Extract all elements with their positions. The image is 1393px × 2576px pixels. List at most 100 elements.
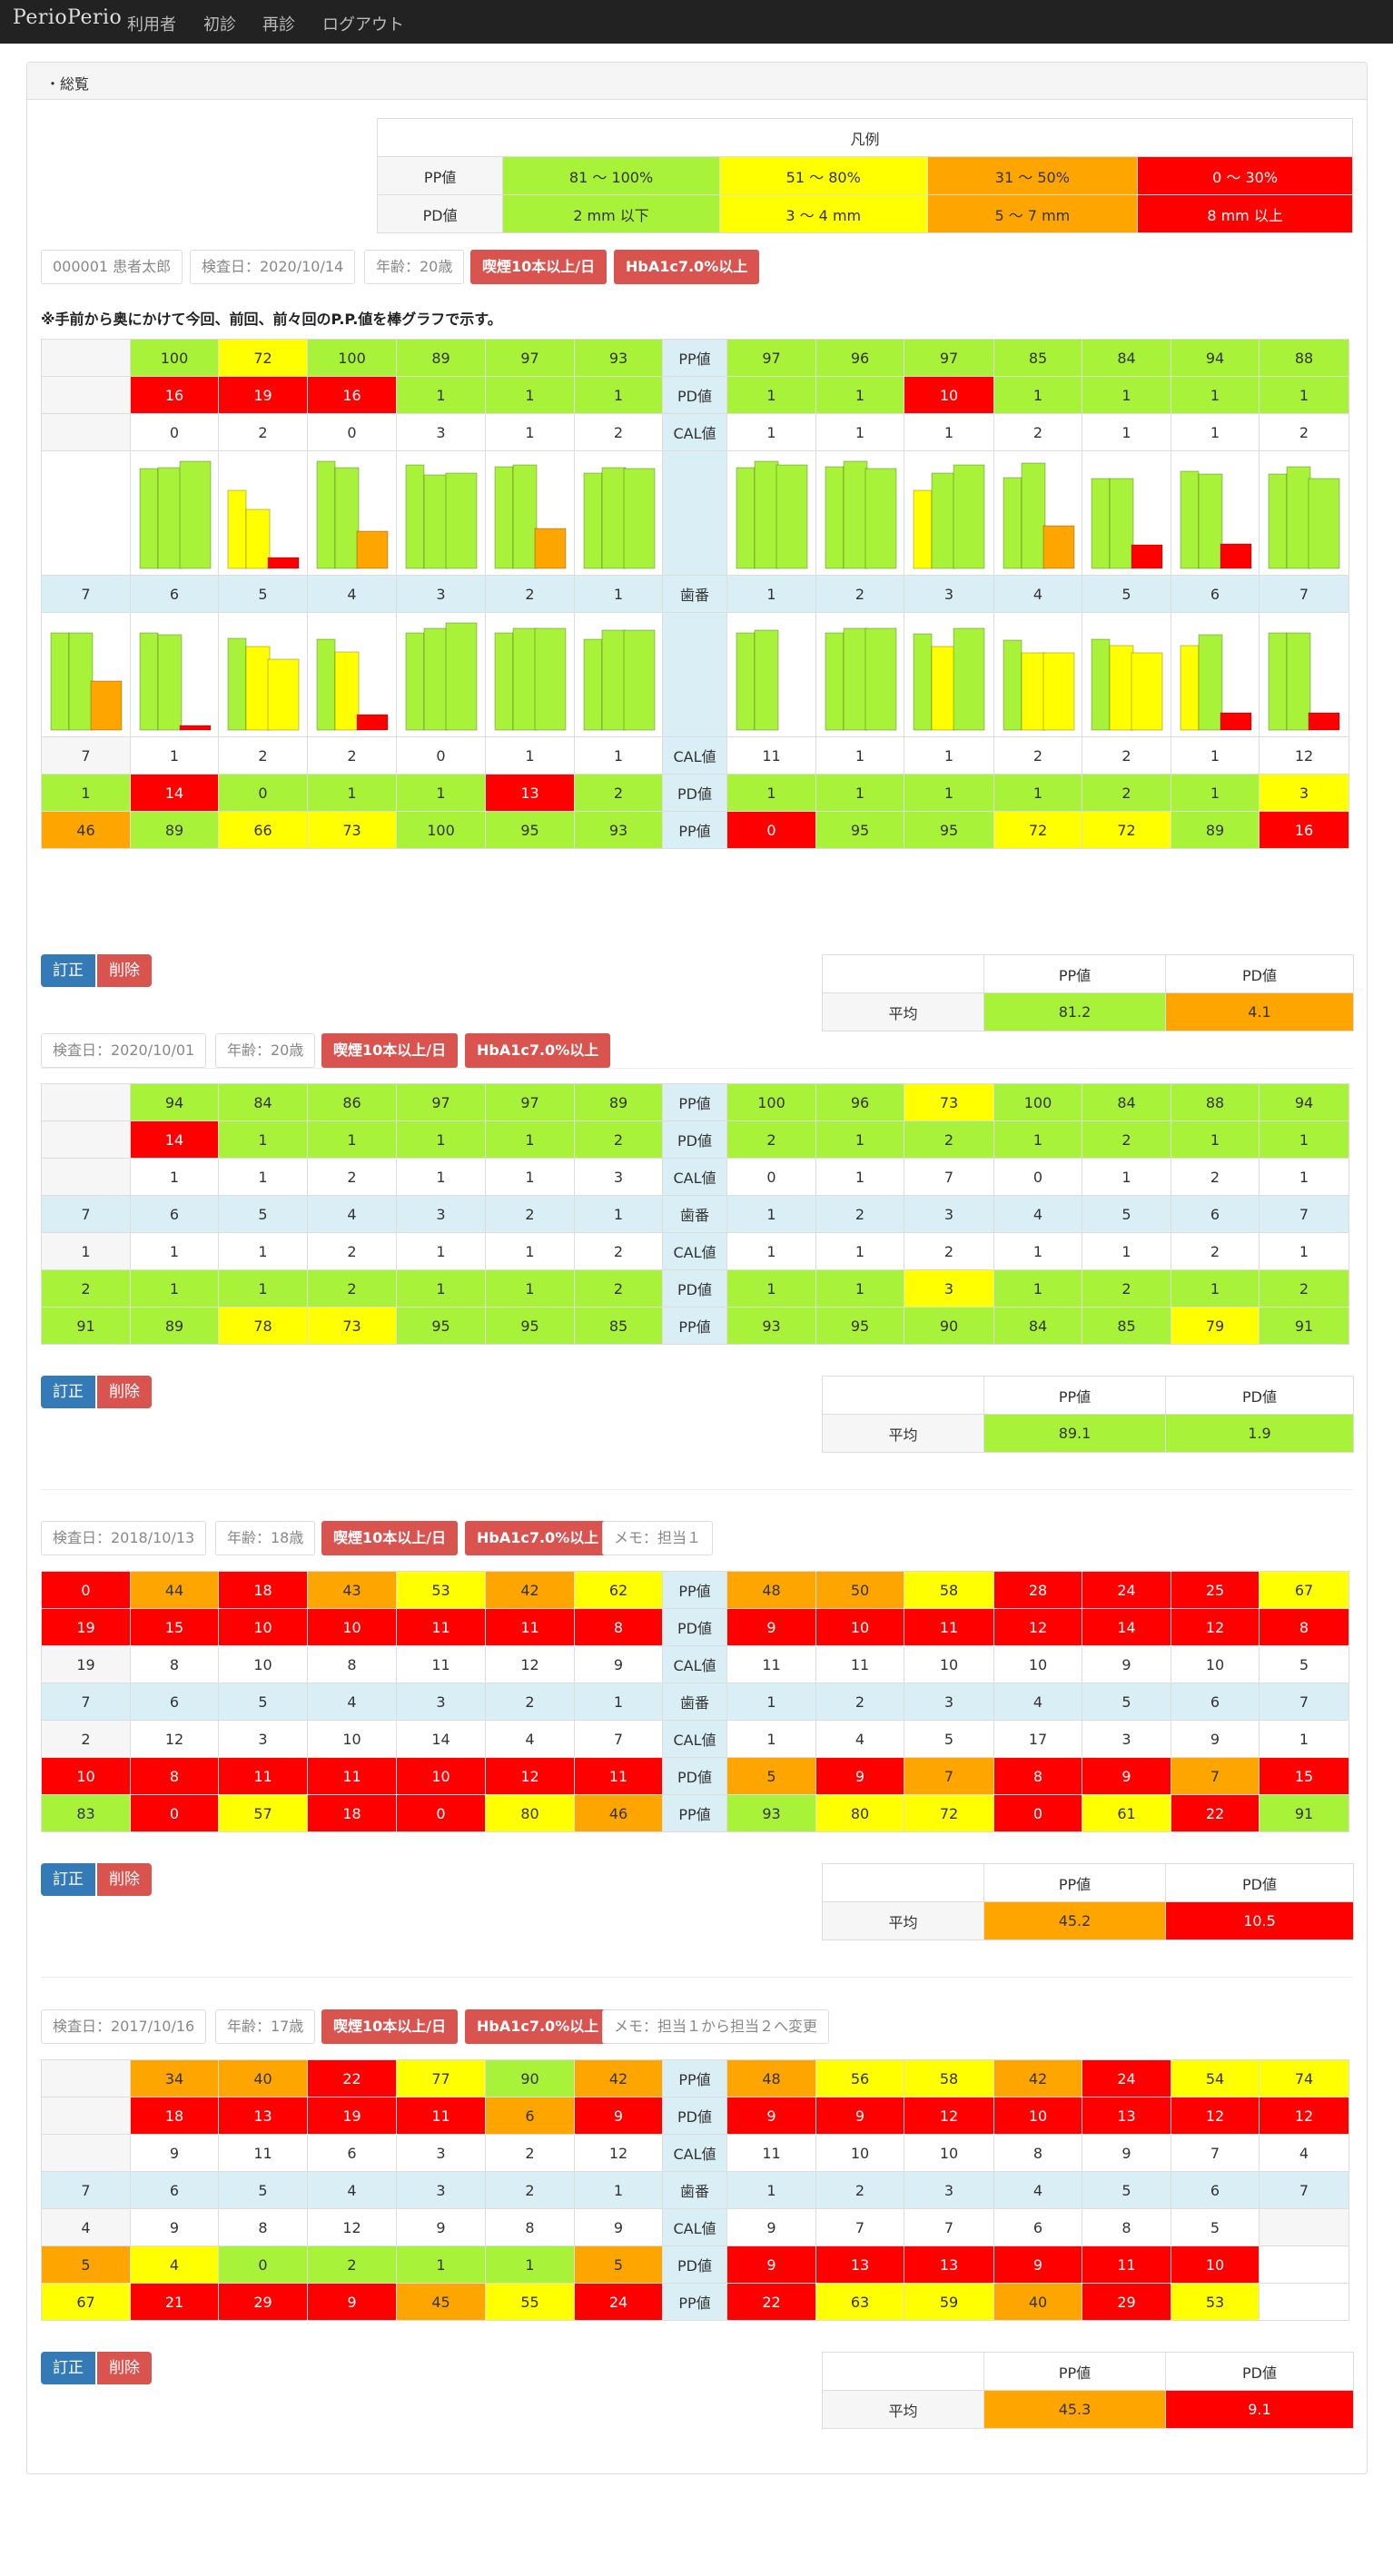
record-3-delete-button[interactable]: 削除 bbox=[97, 2352, 152, 2384]
record-0-lower-graph-right-6 bbox=[1259, 612, 1349, 737]
record-3-pd-right-1: 13 bbox=[815, 2245, 904, 2284]
lower-right-bars-1 bbox=[825, 627, 897, 731]
record-2-delete-button[interactable]: 削除 bbox=[97, 1863, 152, 1896]
record-1-delete-button[interactable]: 削除 bbox=[97, 1376, 152, 1408]
record-0-tooth-right-6: 7 bbox=[1259, 575, 1349, 613]
record-2-tooth-left-2: 5 bbox=[218, 1683, 308, 1721]
nav-first-visit[interactable]: 初診 bbox=[203, 15, 236, 35]
record-0-tooth-right-0: 1 bbox=[726, 575, 816, 613]
nav-users[interactable]: 利用者 bbox=[127, 15, 176, 35]
record-2-edit-button[interactable]: 訂正 bbox=[41, 1863, 95, 1896]
avg-header-pp: PP値 bbox=[983, 1376, 1166, 1415]
record-1-pp-right-1: 96 bbox=[815, 1083, 904, 1121]
legend-table: 凡例 PP値 81 〜 100% 51 〜 80% 31 〜 50% 0 〜 3… bbox=[376, 118, 1353, 233]
record-0-pp-right-2: 95 bbox=[904, 811, 994, 849]
record-0-edit-button[interactable]: 訂正 bbox=[41, 954, 95, 987]
record-2-pd-left-2: 11 bbox=[218, 1757, 308, 1795]
record-0-pd-left-4: 1 bbox=[396, 376, 486, 414]
record-0-pd-right-1: 1 bbox=[815, 376, 904, 414]
brand-logo[interactable]: PerioPerio bbox=[13, 6, 123, 29]
record-0-pd-left-2: 19 bbox=[218, 376, 308, 414]
record-0-delete-button[interactable]: 削除 bbox=[97, 954, 152, 987]
record-1-edit-button[interactable]: 訂正 bbox=[41, 1376, 95, 1408]
record-0-pp-right-4: 72 bbox=[1082, 811, 1171, 849]
record-3-pp-left-0: 67 bbox=[41, 2283, 131, 2321]
lower-left-bar-3-0 bbox=[316, 638, 336, 731]
record-0-tooth-right-4: 5 bbox=[1082, 575, 1171, 613]
record-2-label-4: メモ：担当１ bbox=[602, 1521, 714, 1555]
record-0-cal-left-6: 1 bbox=[574, 736, 663, 775]
upper-left-bar-1-1 bbox=[157, 467, 183, 569]
lower-left-bars-0 bbox=[50, 632, 123, 731]
record-2-cal-right-0: 1 bbox=[726, 1720, 816, 1758]
avg-row-label: 平均 bbox=[822, 992, 984, 1031]
upper-left-bar-2-1 bbox=[245, 508, 271, 569]
record-1-pp-left-5: 95 bbox=[485, 1307, 575, 1345]
record-3-pp-right-5: 53 bbox=[1171, 2283, 1260, 2321]
lower-right-bar-5-2 bbox=[1220, 712, 1252, 731]
record-0-pp-right-2: 97 bbox=[904, 339, 994, 377]
record-1-cal-left-0: 1 bbox=[41, 1232, 131, 1270]
record-1-pp-left-3: 73 bbox=[307, 1307, 397, 1345]
record-0-cal-left-6: 2 bbox=[574, 413, 663, 451]
record-0-pp-left-3: 100 bbox=[307, 339, 397, 377]
record-1-cal-right-1: 1 bbox=[815, 1158, 904, 1196]
upper-left-bars-0 bbox=[42, 452, 129, 574]
record-2-pp-left-2: 18 bbox=[218, 1571, 308, 1609]
record-separator bbox=[41, 1489, 1353, 1490]
record-0-pd-left-4: 1 bbox=[396, 774, 486, 812]
record-1-pp-right-6: 94 bbox=[1259, 1083, 1349, 1121]
record-0-upper-graph-left-5 bbox=[485, 450, 575, 576]
lower-left-bars-3 bbox=[316, 638, 389, 731]
record-3-cal-left-1: 9 bbox=[130, 2134, 219, 2172]
record-0-tooth-left-3: 4 bbox=[307, 575, 397, 613]
record-2-pp-right-1: 80 bbox=[815, 1794, 904, 1832]
record-2-cal-left-2: 10 bbox=[218, 1645, 308, 1683]
lower-left-bar-5-0 bbox=[494, 632, 514, 731]
lower-right-bar-3-2 bbox=[1042, 652, 1075, 731]
record-3-cal-right-6 bbox=[1259, 2208, 1349, 2246]
nav-revisit[interactable]: 再診 bbox=[262, 15, 295, 35]
upper-right-bars-6 bbox=[1268, 466, 1340, 569]
record-0-pd-right-4: 2 bbox=[1082, 774, 1171, 812]
record-2-pp-right-2: 58 bbox=[904, 1571, 994, 1609]
record-2-pd-right-3: 12 bbox=[993, 1608, 1082, 1646]
record-0-average-table: PP値 PD値 平均 81.2 4.1 bbox=[822, 954, 1354, 1031]
record-3-pp-left-2: 29 bbox=[218, 2283, 308, 2321]
record-0-cal-right-0: 11 bbox=[726, 736, 816, 775]
upper-right-bar-6-0 bbox=[1268, 473, 1288, 569]
panel-heading: ・総覧 bbox=[27, 63, 1367, 100]
record-2-pp-right-6: 67 bbox=[1259, 1571, 1349, 1609]
upper-right-bar-6-1 bbox=[1286, 466, 1311, 569]
record-1-tooth-right-6: 7 bbox=[1259, 1195, 1349, 1233]
record-0-upper-graph-right-5 bbox=[1171, 450, 1260, 576]
record-2-pp-left-5: 42 bbox=[485, 1571, 575, 1609]
record-3-edit-button[interactable]: 訂正 bbox=[41, 2352, 95, 2384]
record-1-cal-right-6: 1 bbox=[1259, 1232, 1349, 1270]
upper-left-bars-2 bbox=[227, 489, 300, 569]
record-0-label-0: 000001 患者太郎 bbox=[41, 250, 183, 284]
record-3-cal-right-3: 6 bbox=[993, 2208, 1082, 2246]
record-0-pp-right-6: 16 bbox=[1259, 811, 1349, 849]
record-1-cal-left-3: 2 bbox=[307, 1158, 397, 1196]
record-0-lower-graph-right-0 bbox=[726, 612, 816, 737]
record-2-cal-right-4: 3 bbox=[1082, 1720, 1171, 1758]
record-3-pd-right-6: 12 bbox=[1259, 2097, 1349, 2135]
record-2-pd-left-1: 8 bbox=[130, 1757, 219, 1795]
record-2-pd-right-1: 10 bbox=[815, 1608, 904, 1646]
record-3-pd-left-3: 2 bbox=[307, 2245, 397, 2284]
lower-right-bars-5 bbox=[1180, 634, 1252, 731]
legend-pp-orange: 31 〜 50% bbox=[926, 156, 1139, 195]
record-1-cal-left-6: 2 bbox=[574, 1232, 663, 1270]
record-0-lower-graph-left-1 bbox=[130, 612, 219, 737]
avg-header-pd: PD値 bbox=[1165, 1376, 1354, 1415]
lower-right-bar-1-1 bbox=[843, 627, 868, 731]
record-3-pp-row-label: PP値 bbox=[662, 2283, 727, 2321]
record-0-cal-right-1: 1 bbox=[815, 736, 904, 775]
upper-right-bar-2-1 bbox=[931, 472, 956, 569]
nav-logout[interactable]: ログアウト bbox=[322, 15, 404, 35]
record-1-pd-left-0: 2 bbox=[41, 1269, 131, 1308]
record-2-cal-right-4: 9 bbox=[1082, 1645, 1171, 1683]
record-1-pp-right-3: 84 bbox=[993, 1307, 1082, 1345]
record-3-pp-right-2: 58 bbox=[904, 2059, 994, 2097]
